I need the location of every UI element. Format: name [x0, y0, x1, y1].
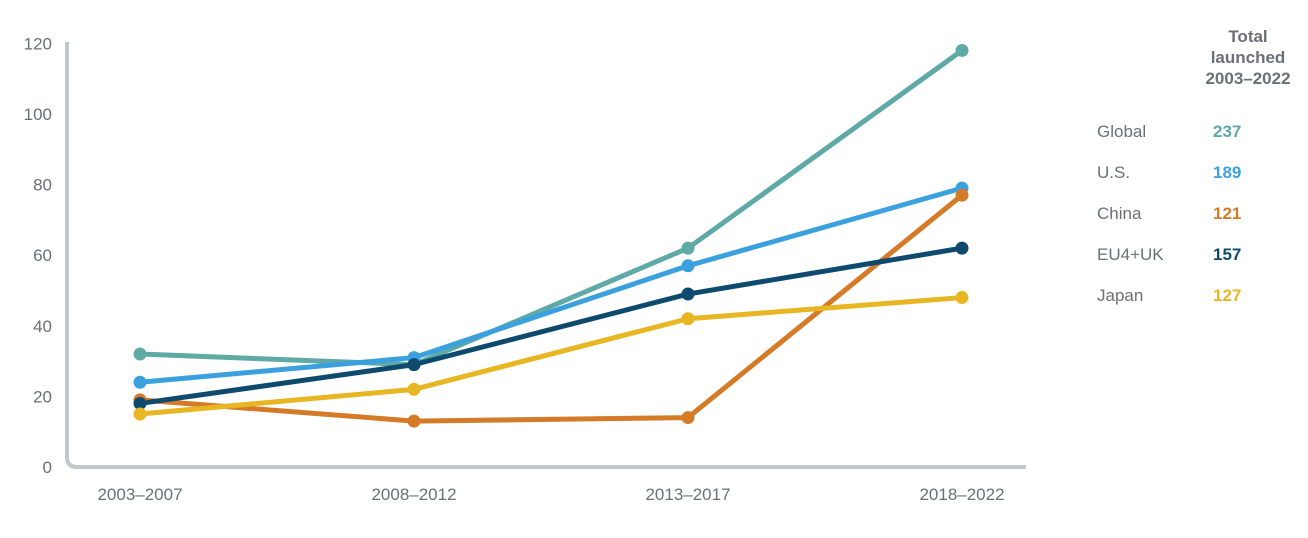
legend-total: 157 — [1213, 245, 1242, 264]
x-tick-label: 2013–2017 — [645, 485, 730, 504]
data-point-eu4-uk — [681, 287, 695, 301]
data-point-china — [955, 188, 969, 202]
data-point-eu4-uk — [955, 241, 969, 255]
legend-title-line-2: launched — [1210, 48, 1286, 67]
legend-label: China — [1097, 204, 1142, 223]
y-tick-label: 120 — [24, 34, 52, 53]
data-point-u-s — [133, 375, 147, 389]
series-line-japan — [137, 295, 965, 417]
y-tick-label: 0 — [43, 458, 52, 477]
series-line-eu4-uk — [137, 245, 965, 406]
legend-title-line-1: Total — [1228, 27, 1268, 46]
data-point-china — [407, 414, 421, 428]
data-point-japan — [407, 382, 421, 396]
legend-total: 127 — [1213, 286, 1242, 305]
x-tick-label: 2008–2012 — [371, 485, 456, 504]
legend-label: U.S. — [1097, 163, 1131, 182]
y-tick-label: 60 — [33, 246, 52, 265]
y-tick-labels: 0 20 40 60 80 100 120 — [24, 34, 52, 477]
series-line-u-s — [137, 185, 965, 385]
legend-total: 189 — [1213, 163, 1242, 182]
series-line-global — [137, 47, 965, 368]
data-point-eu4-uk — [407, 358, 421, 372]
legend-label: Global — [1097, 122, 1147, 141]
data-point-global — [681, 241, 695, 255]
series-points — [133, 43, 969, 428]
data-point-japan — [681, 312, 695, 326]
legend-title-line-3: 2003–2022 — [1205, 69, 1291, 88]
series-lines — [137, 47, 965, 424]
legend-total: 121 — [1213, 204, 1242, 223]
legend-item-china: China 121 — [1097, 204, 1302, 228]
y-tick-label: 40 — [33, 317, 52, 336]
axis-line — [65, 42, 1026, 469]
x-tick-label: 2003–2007 — [97, 485, 182, 504]
data-point-eu4-uk — [133, 396, 147, 410]
chart-axes — [65, 42, 1026, 469]
data-point-u-s — [681, 259, 695, 273]
legend-item-us: U.S. 189 — [1097, 163, 1302, 187]
legend-label: Japan — [1097, 286, 1144, 305]
y-tick-label: 80 — [33, 176, 52, 195]
legend-label: EU4+UK — [1097, 245, 1164, 264]
data-point-japan — [955, 291, 969, 305]
x-tick-labels: 2003–2007 2008–2012 2013–2017 2018–2022 — [97, 485, 1004, 504]
y-tick-label: 100 — [24, 105, 52, 124]
data-point-japan — [133, 407, 147, 421]
legend-item-japan: Japan 127 — [1097, 286, 1302, 310]
data-point-china — [681, 411, 695, 425]
data-point-global — [133, 347, 147, 361]
legend-total: 237 — [1213, 122, 1242, 141]
legend-item-eu4-uk: EU4+UK 157 — [1097, 245, 1302, 269]
legend-item-global: Global 237 — [1097, 122, 1302, 146]
x-tick-label: 2018–2022 — [919, 485, 1004, 504]
y-tick-label: 20 — [33, 387, 52, 406]
data-point-global — [955, 43, 969, 57]
